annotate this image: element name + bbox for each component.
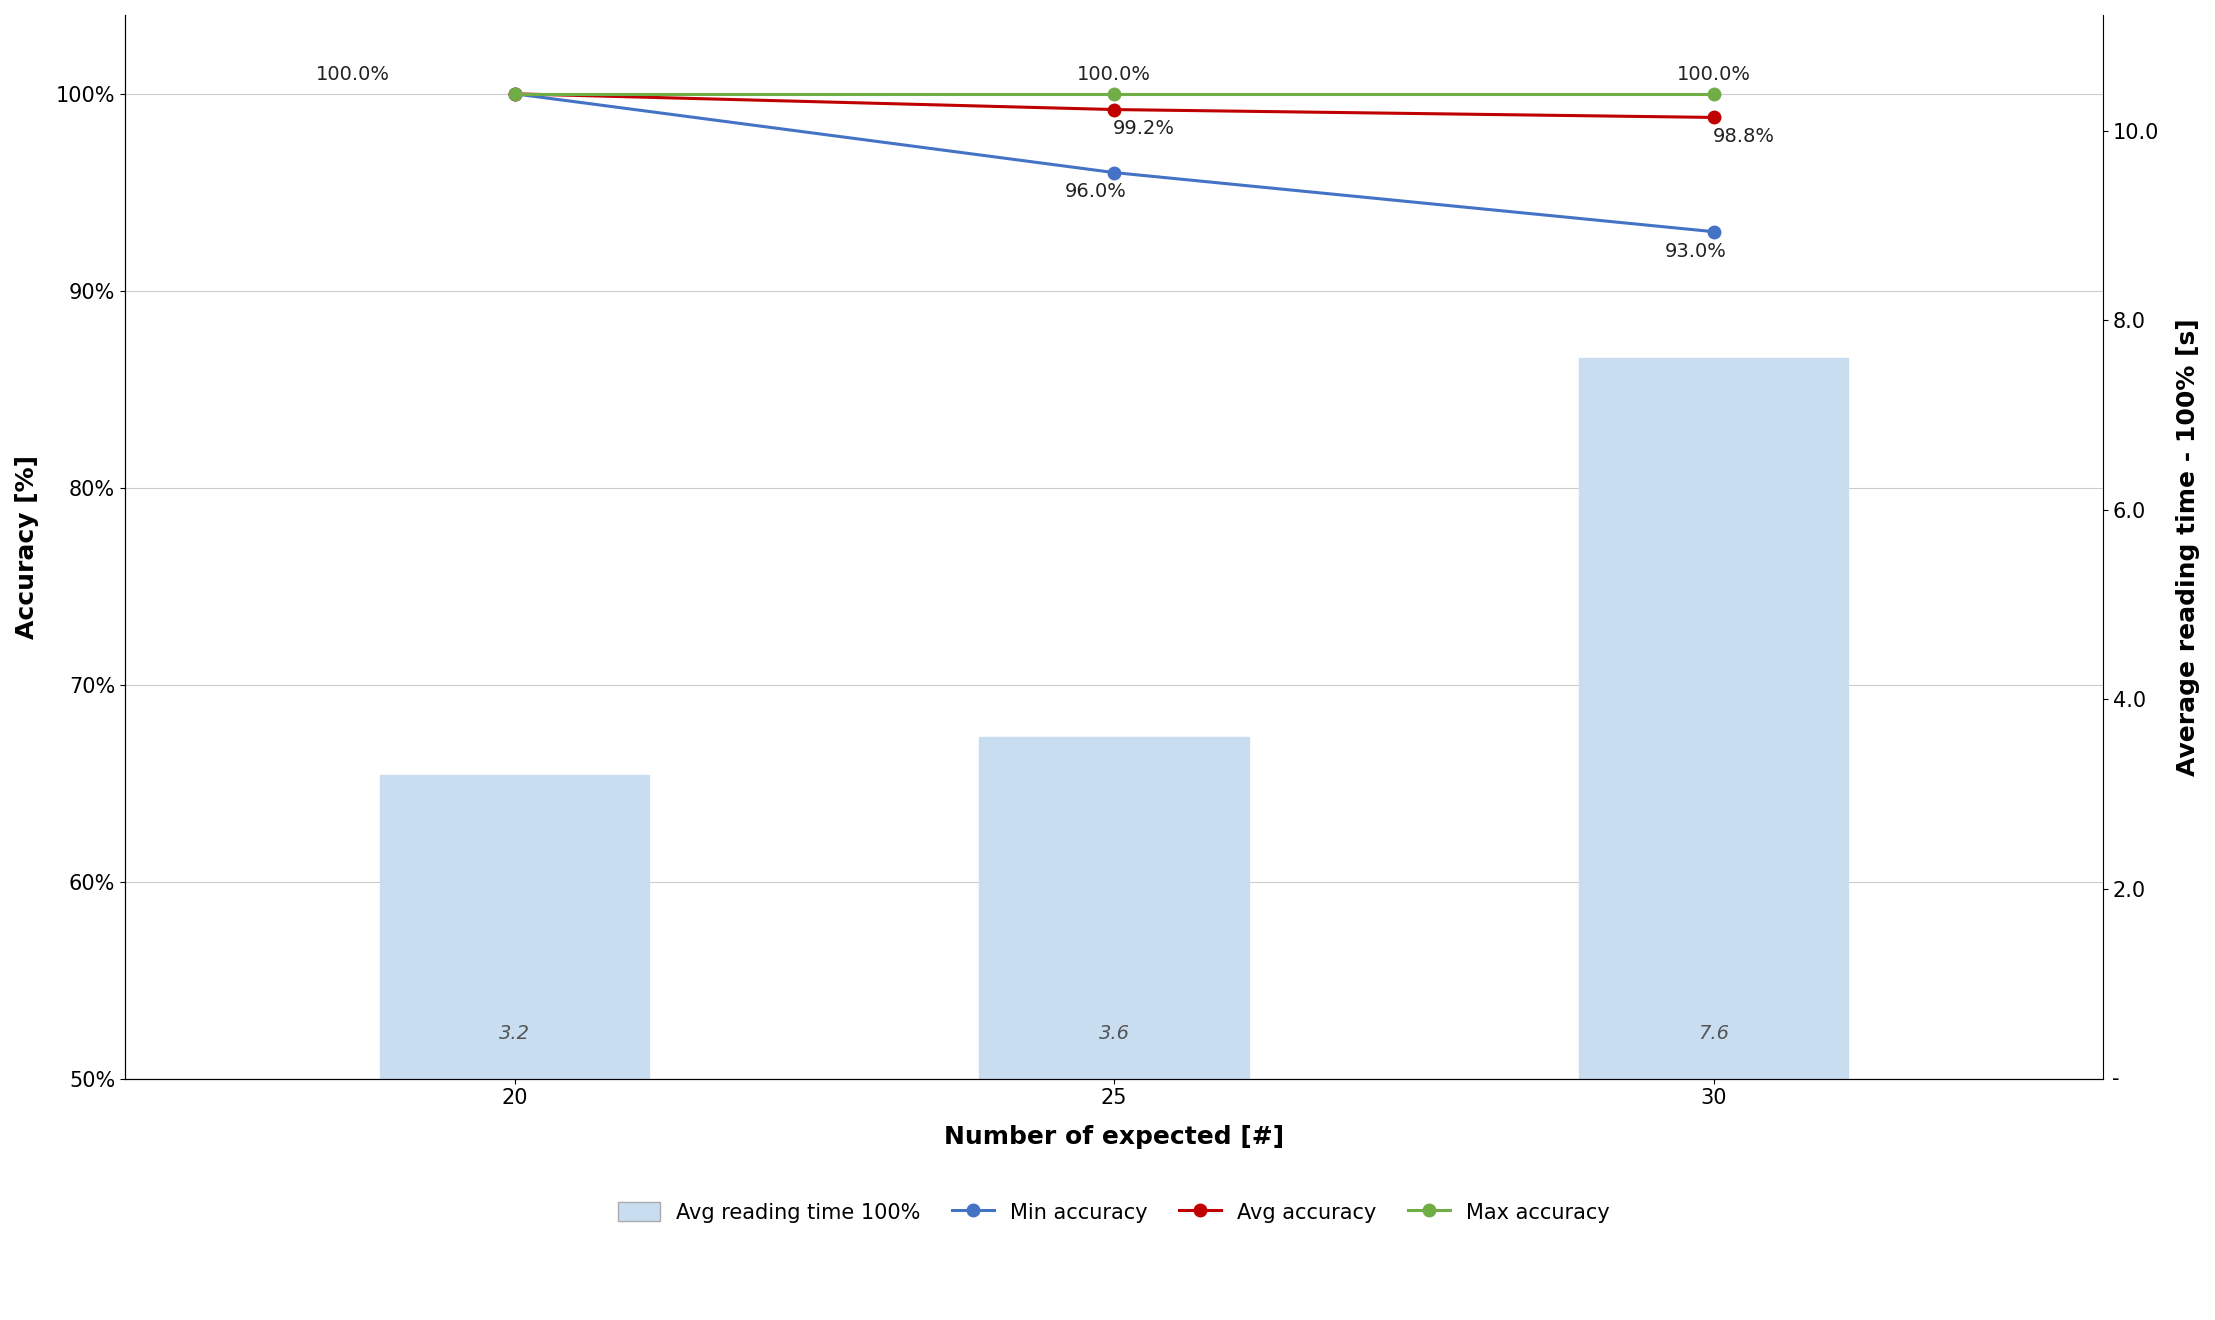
Text: 100.0%: 100.0% xyxy=(317,65,390,84)
Text: 99.2%: 99.2% xyxy=(1112,119,1174,139)
Text: 98.8%: 98.8% xyxy=(1712,127,1774,147)
Text: -: - xyxy=(2111,1069,2120,1089)
Text: 3.2: 3.2 xyxy=(498,1024,529,1043)
Y-axis label: Average reading time - 100% [s]: Average reading time - 100% [s] xyxy=(2175,318,2199,776)
Text: 100.0%: 100.0% xyxy=(1677,65,1750,84)
Legend: Avg reading time 100%, Min accuracy, Avg accuracy, Max accuracy: Avg reading time 100%, Min accuracy, Avg… xyxy=(607,1192,1621,1233)
Text: 7.6: 7.6 xyxy=(1699,1024,1730,1043)
Text: 93.0%: 93.0% xyxy=(1666,242,1725,260)
Bar xyxy=(979,738,1249,1078)
Y-axis label: Accuracy [%]: Accuracy [%] xyxy=(16,455,40,639)
Text: 100.0%: 100.0% xyxy=(1076,65,1152,84)
Text: 96.0%: 96.0% xyxy=(1065,182,1127,202)
Text: 3.6: 3.6 xyxy=(1099,1024,1130,1043)
Bar xyxy=(379,775,649,1078)
X-axis label: Number of expected [#]: Number of expected [#] xyxy=(944,1125,1285,1150)
Bar xyxy=(1579,358,1850,1078)
